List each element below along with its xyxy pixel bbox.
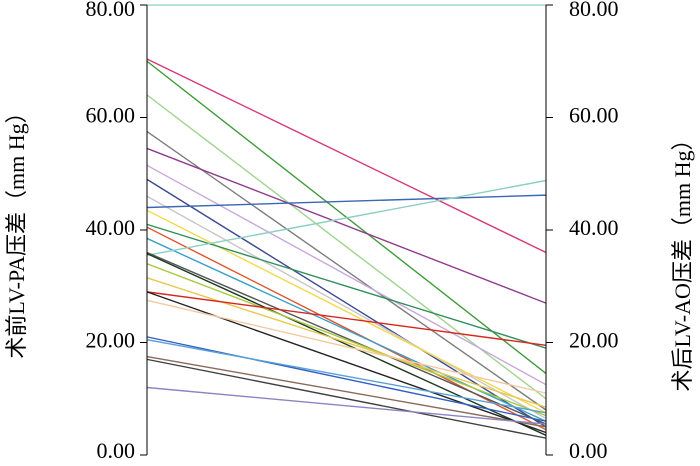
series-line-18 (146, 263, 547, 417)
left-ticks: 0.00 20.00 40.00 60.00 80.00 (86, 0, 147, 463)
right-axis-tick-label: 0.00 (569, 438, 608, 463)
series-line-19 (146, 277, 547, 408)
series-line-20 (146, 291, 547, 347)
series-line-4 (146, 94, 547, 400)
series-line-16 (146, 251, 547, 425)
series-line-12 (146, 223, 547, 349)
series-line-6 (146, 147, 547, 304)
series-line-17 (146, 252, 547, 436)
right-axis-tick-label: 80.00 (569, 0, 619, 21)
series-line-11 (146, 209, 547, 414)
left-axis-tick-label: 80.00 (86, 0, 136, 21)
left-axis-tick-label: 0.00 (97, 438, 136, 463)
series-line-21 (146, 291, 547, 434)
right-axis-tick-label: 40.00 (569, 215, 619, 240)
left-axis-tick-label: 60.00 (86, 103, 136, 128)
right-axis-tick-label: 20.00 (569, 328, 619, 353)
right-axis: 0.00 20.00 40.00 60.00 80.00 术后LV-AO压差（mm Hg… (545, 0, 695, 463)
series-line-22 (146, 299, 547, 394)
right-axis-label: 术后LV-AO压差（mm Hg） (670, 128, 695, 391)
left-axis: 0.00 20.00 40.00 60.00 80.00 术前LV-PA压差（mm Hg… (4, 0, 148, 463)
series-line-5 (146, 130, 547, 411)
series-line-9 (146, 195, 547, 420)
right-ticks: 0.00 20.00 40.00 60.00 80.00 (546, 0, 619, 463)
series-line-7 (146, 164, 547, 386)
series-line-27 (146, 386, 547, 425)
left-axis-tick-label: 20.00 (86, 328, 136, 353)
series-line-23 (146, 336, 547, 422)
plot-lines (146, 4, 547, 439)
left-axis-label: 术前LV-PA压差（mm Hg） (4, 101, 29, 358)
series-line-24 (146, 338, 547, 414)
series-line-26 (146, 358, 547, 439)
series-line-10 (146, 194, 547, 209)
series-line-25 (146, 355, 547, 428)
series-line-15 (146, 179, 547, 257)
left-axis-tick-label: 40.00 (86, 215, 136, 240)
series-line-2 (146, 58, 547, 254)
right-axis-tick-label: 60.00 (569, 103, 619, 128)
